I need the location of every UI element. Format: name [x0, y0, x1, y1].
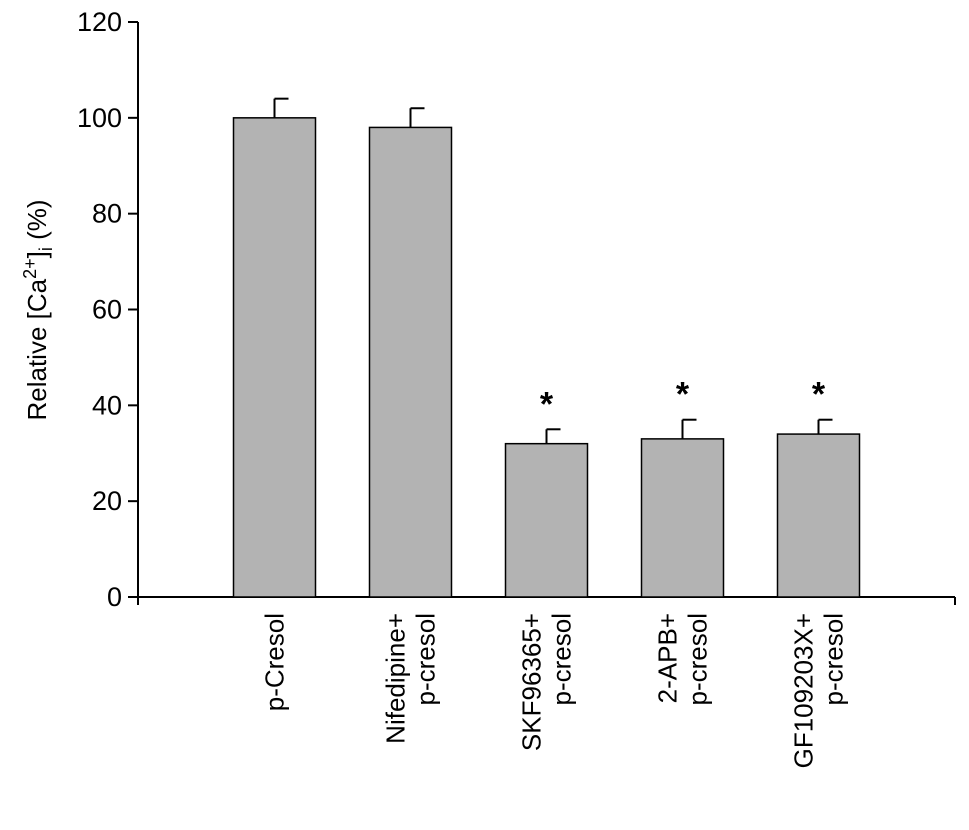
category-label: GF109203X+ [789, 613, 819, 768]
category-label: p-cresol [683, 613, 713, 705]
y-tick-label: 80 [92, 199, 122, 229]
y-axis-title: Relative [Ca2+]i (%) [20, 199, 56, 420]
error-bars [273, 97, 833, 444]
category-label: p-cresol [819, 613, 849, 705]
category-label: SKF96365+ [517, 613, 547, 751]
y-tick-label: 40 [92, 390, 122, 420]
bar [640, 438, 725, 598]
bar [368, 126, 453, 598]
significance-asterisk: * [812, 376, 826, 414]
bars [232, 117, 861, 598]
category-labels: p-Cresol Nifedipine+ p-cresol SKF96365+ p-cr… [260, 613, 849, 768]
bar [776, 433, 861, 598]
y-tick-label: 20 [92, 486, 122, 516]
category-label: 2-APB+ [653, 613, 683, 703]
significance-markers: * * * [540, 376, 826, 424]
bar [232, 117, 317, 598]
significance-asterisk: * [540, 385, 554, 423]
y-tick-label: 60 [92, 295, 122, 325]
x-axis [137, 596, 956, 605]
category-label: Nifedipine+ [381, 613, 411, 744]
y-tick-label: 100 [77, 103, 122, 133]
category-label: p-Cresol [260, 613, 290, 711]
category-label: p-cresol [411, 613, 441, 705]
category-label: p-cresol [547, 613, 577, 705]
significance-asterisk: * [676, 376, 690, 414]
y-tick-label: 0 [107, 582, 122, 612]
y-tick-label: 120 [77, 7, 122, 37]
y-axis: 0 20 40 60 80 100 120 [77, 7, 139, 612]
bar [504, 442, 589, 598]
